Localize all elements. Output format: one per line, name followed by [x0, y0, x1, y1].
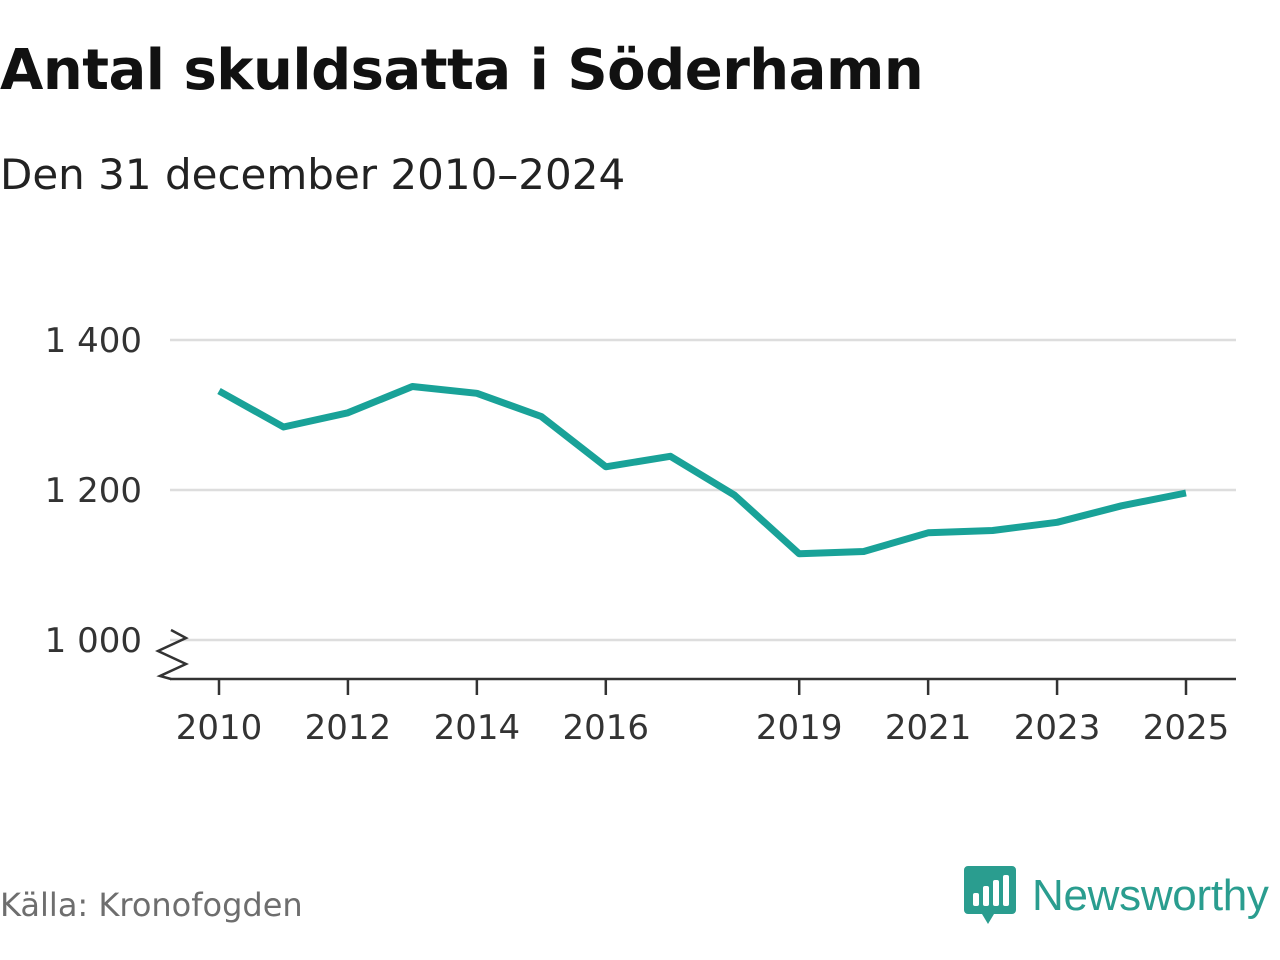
data-point-2020	[860, 548, 867, 555]
x-tick-label-2012: 2012	[305, 708, 392, 748]
x-tick-label-2025: 2025	[1143, 708, 1230, 748]
tick-labels: 1 000 1 200 1 400 2010 2012 2014 2016 2019 2021 2…	[45, 321, 1230, 748]
axes	[155, 628, 1236, 695]
x-tick-label-2016: 2016	[563, 708, 650, 748]
series-layer	[216, 383, 1190, 558]
data-point-2024	[1118, 502, 1125, 509]
y-tick-label-1200: 1 200	[45, 471, 142, 511]
data-point-2021	[925, 529, 932, 536]
x-tick-label-2014: 2014	[434, 708, 521, 748]
data-point-2014	[473, 390, 480, 397]
chart-title: Antal skuldsatta i Söderhamn	[0, 38, 924, 103]
data-point-2022	[989, 527, 996, 534]
x-tick-label-2019: 2019	[756, 708, 843, 748]
grid-lines	[170, 338, 1236, 642]
data-point-2017	[667, 453, 674, 460]
y-tick-label-1000: 1 000	[45, 621, 142, 661]
chart-subtitle: Den 31 december 2010–2024	[0, 150, 626, 199]
data-point-2016	[602, 463, 609, 470]
data-point-2011	[280, 424, 287, 431]
data-point-2012	[344, 409, 351, 416]
brand-logo[interactable]: Newsworthy	[964, 866, 1269, 926]
data-point-2019	[796, 550, 803, 557]
data-point-2015	[538, 413, 545, 420]
x-tick-label-2021: 2021	[885, 708, 972, 748]
data-point-2018	[731, 492, 738, 499]
y-tick-label-1400: 1 400	[45, 321, 142, 361]
x-tick-label-2023: 2023	[1014, 708, 1101, 748]
data-point-2025	[1183, 490, 1190, 497]
data-point-2013	[409, 383, 416, 390]
y-axis-break	[155, 628, 189, 681]
data-point-2010	[216, 388, 223, 395]
source-note: Källa: Kronofogden	[0, 886, 303, 924]
x-tick-label-2010: 2010	[176, 708, 263, 748]
series-line-0	[217, 383, 1187, 558]
newsworthy-logo-icon	[964, 866, 1016, 924]
brand-name: Newsworthy	[1032, 871, 1269, 920]
data-point-2023	[1054, 519, 1061, 526]
